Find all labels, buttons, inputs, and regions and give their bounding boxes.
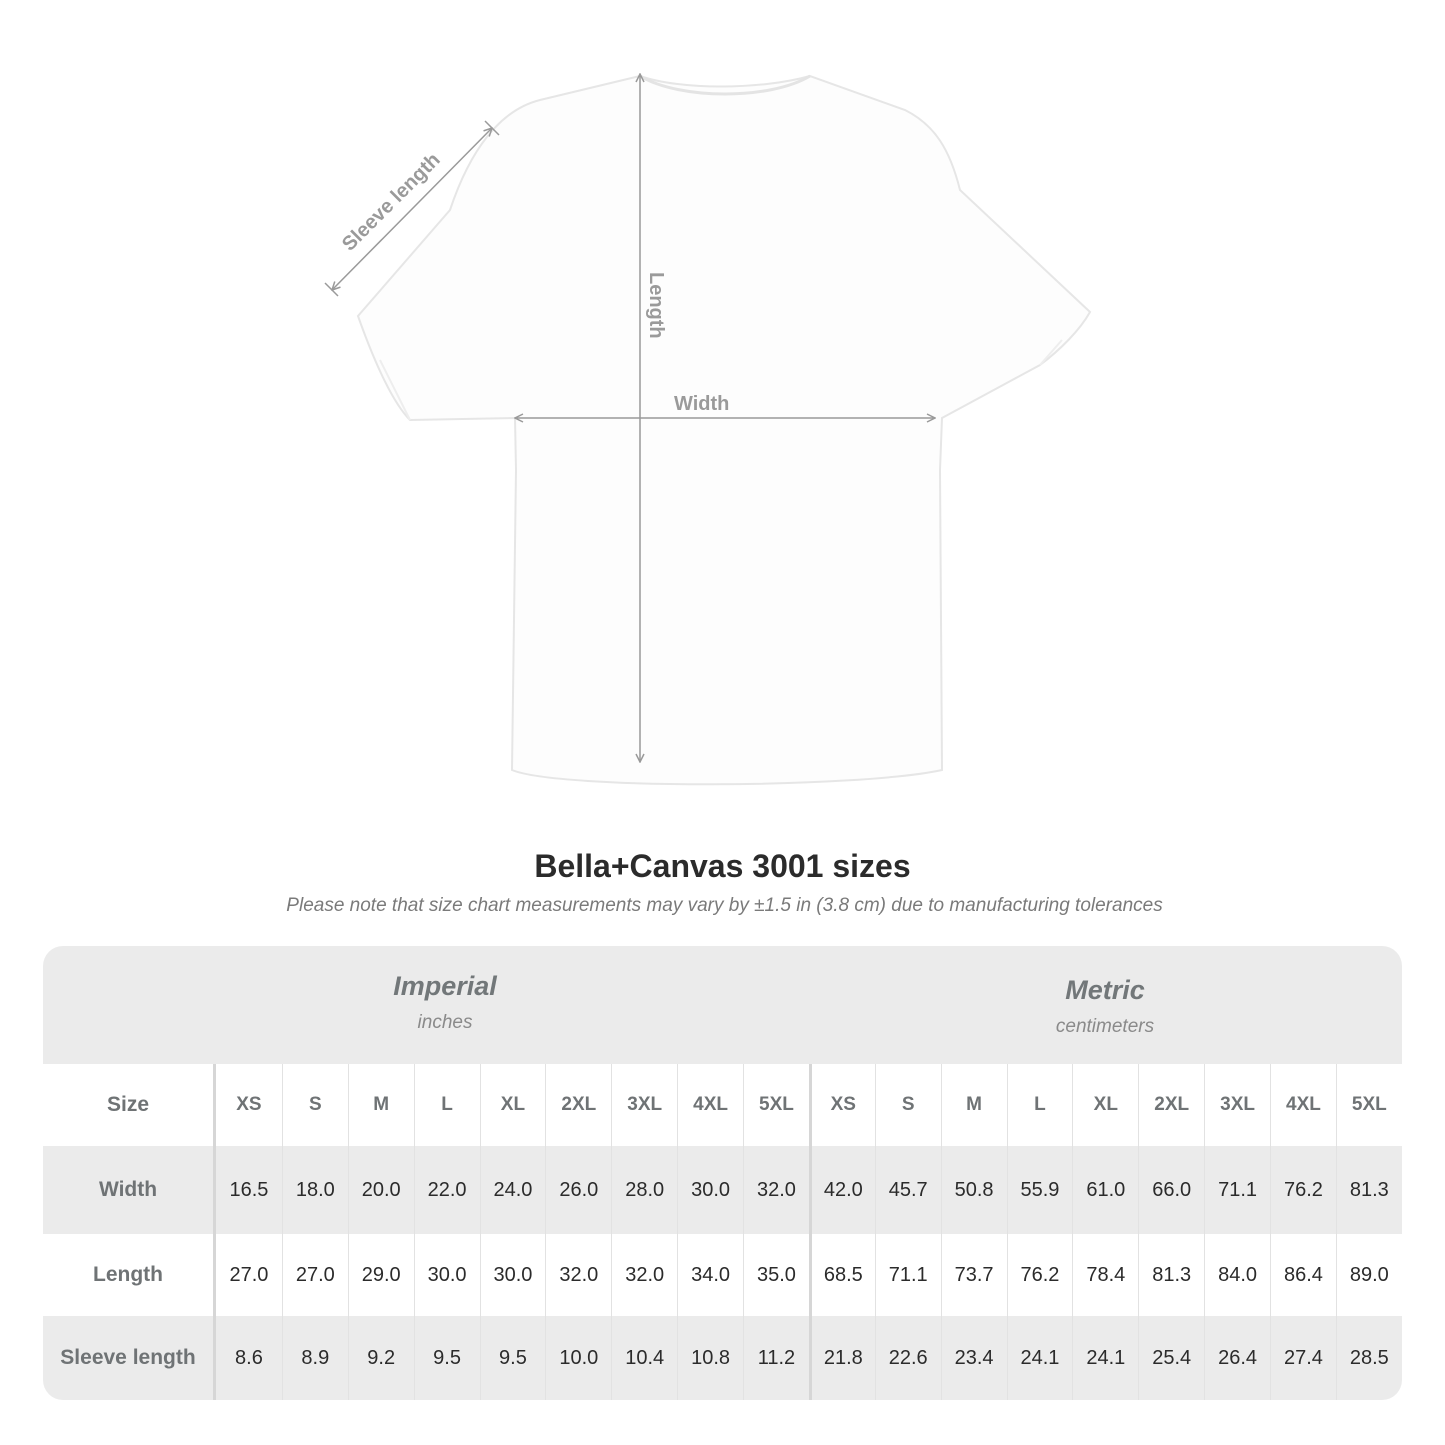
value-cell-metric: 21.8 [808,1316,875,1400]
value-cell-metric: 42.0 [808,1146,875,1234]
value-cell-imperial: 8.6 [235,1346,263,1369]
size-header-imperial: 4XL [677,1064,743,1146]
value-cell-metric: 84.0 [1204,1234,1270,1316]
size-header-imperial: XL [479,1064,546,1146]
value-cell-metric: 24.1 [1072,1316,1138,1400]
table-row: Width 16.5 18.0 20.0 22.0 24.0 26.0 28.0 30.0 32.… [43,1146,1402,1234]
imperial-header: Imperial inches [216,971,674,1034]
value-cell-metric: 22.6 [874,1316,941,1400]
length-label: Length [645,272,667,339]
size-table: Imperial inches Metric centimeters Size X… [43,946,1402,1400]
value-cell-metric: 25.4 [1138,1316,1204,1400]
size-header-metric: XL [1072,1064,1138,1146]
sleeve-length-line [332,128,492,290]
chart-title: Bella+Canvas 3001 sizes [534,848,911,884]
value-cell-metric: 86.4 [1270,1234,1336,1316]
metric-header: Metric centimeters [808,975,1402,1038]
value-cell-metric: 26.4 [1204,1316,1270,1400]
value-cell-imperial: 32.0 [743,1146,809,1234]
size-header-imperial: 5XL [743,1064,809,1146]
value-cell-imperial: 30.0 [677,1146,743,1234]
value-cell-imperial: 27.0 [229,1263,269,1286]
value-cell-imperial: 34.0 [677,1234,743,1316]
size-header-imperial: 2XL [545,1064,611,1146]
value-cell-metric: 71.1 [874,1234,941,1316]
value-cell-imperial: 29.0 [347,1234,414,1316]
row-label: Width [43,1146,216,1234]
value-cell-metric: 76.2 [1006,1234,1073,1316]
width-label: Width [674,393,729,415]
value-cell-imperial: 8.9 [281,1316,348,1400]
value-cell-metric: 81.3 [1138,1234,1204,1316]
value-cell-imperial: 11.2 [743,1316,809,1400]
size-header-metric: 3XL [1204,1064,1270,1146]
metric-unit: centimeters [1055,1016,1155,1037]
value-cell-imperial: 30.0 [479,1234,546,1316]
size-header-row: Size XS S M L XL 2XL 3XL 4XL 5XL XS S M L XL 2XL 3XL 4XL 5… [43,1064,1402,1146]
value-cell-metric: 27.4 [1270,1316,1336,1400]
value-cell-metric: 81.3 [1335,1146,1402,1234]
value-cell-imperial: 22.0 [413,1146,480,1234]
value-cell-metric: 61.0 [1072,1146,1138,1234]
value-cell-metric: 71.1 [1204,1146,1270,1234]
row-label: Length [43,1234,216,1316]
value-cell-metric: 78.4 [1072,1234,1138,1316]
imperial-unit: inches [417,1012,473,1033]
size-header-metric: 4XL [1270,1064,1336,1146]
size-header-imperial: XS [236,1094,262,1115]
table-header-band [43,946,1402,1064]
value-cell-metric: 50.8 [940,1146,1007,1234]
value-cell-imperial: 16.5 [229,1178,269,1201]
tshirt-shape [356,74,1092,786]
value-cell-imperial: 10.4 [611,1316,677,1400]
value-cell-imperial: 9.5 [479,1316,546,1400]
table-row: Length 27.0 27.0 29.0 30.0 30.0 32.0 32.0 34.0 35… [43,1234,1402,1316]
value-cell-imperial: 27.0 [281,1234,348,1316]
value-cell-imperial: 32.0 [545,1234,611,1316]
value-cell-imperial: 32.0 [611,1234,677,1316]
table-row: Sleeve length 8.6 8.9 9.2 9.5 9.5 10.0 10.4 10.8… [43,1316,1402,1400]
value-cell-imperial: 35.0 [743,1234,809,1316]
value-cell-metric: 45.7 [874,1146,941,1234]
size-header-metric: L [1006,1064,1073,1146]
value-cell-imperial: 10.8 [677,1316,743,1400]
value-cell-metric: 66.0 [1138,1146,1204,1234]
tolerance-note: Please note that size chart measurements… [286,895,1163,916]
size-header-imperial: S [281,1064,348,1146]
value-cell-imperial: 30.0 [413,1234,480,1316]
row-label: Sleeve length [43,1316,216,1400]
value-cell-metric: 76.2 [1270,1146,1336,1234]
value-cell-imperial: 20.0 [347,1146,414,1234]
size-header-imperial: L [413,1064,480,1146]
imperial-title: Imperial [393,971,497,1001]
value-cell-metric: 89.0 [1335,1234,1402,1316]
size-header-metric: 5XL [1335,1064,1402,1146]
value-cell-metric: 73.7 [940,1234,1007,1316]
size-header-imperial: 3XL [611,1064,677,1146]
size-header-metric: M [940,1064,1007,1146]
size-header-metric: S [874,1064,941,1146]
value-cell-metric: 23.4 [940,1316,1007,1400]
row-label: Size [43,1064,216,1146]
value-cell-imperial: 9.2 [347,1316,414,1400]
value-cell-imperial: 10.0 [545,1316,611,1400]
value-cell-metric: 68.5 [808,1234,875,1316]
size-header-imperial: M [347,1064,414,1146]
size-header-metric: XS [808,1064,875,1146]
value-cell-imperial: 28.0 [611,1146,677,1234]
size-header-metric: 2XL [1138,1064,1204,1146]
value-cell-imperial: 26.0 [545,1146,611,1234]
value-cell-imperial: 18.0 [281,1146,348,1234]
metric-title: Metric [1065,975,1145,1005]
value-cell-metric: 55.9 [1006,1146,1073,1234]
tshirt-diagram: Sleeve length Length Width [324,0,1092,786]
value-cell-imperial: 9.5 [413,1316,480,1400]
value-cell-metric: 24.1 [1006,1316,1073,1400]
value-cell-imperial: 24.0 [479,1146,546,1234]
value-cell-metric: 28.5 [1335,1316,1402,1400]
